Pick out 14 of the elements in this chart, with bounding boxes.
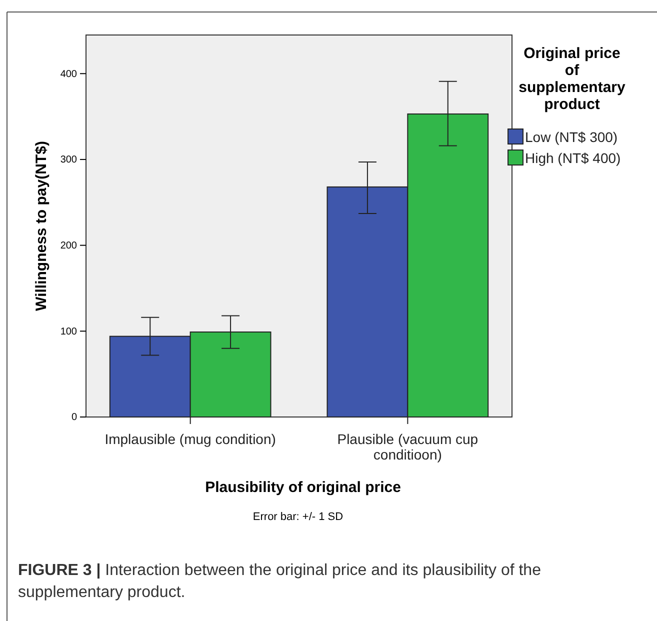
caption: FIGURE 3 | Interaction between the original price and its plausibility of the supplementary product.: [18, 562, 542, 601]
text: Error bar: +/- 1 SD: [252, 511, 344, 523]
legend-title: Original price of supplementary product: [518, 45, 626, 113]
x-tick-label: Plausible (vacuum cup conditioon): [337, 431, 478, 462]
legend-label: High (NT$ 400): [525, 150, 621, 166]
y-tick-label: 300: [60, 154, 78, 166]
y-tick-label: 0: [71, 412, 78, 424]
y-tick-label: 100: [60, 326, 78, 338]
x-axis-title: Plausibility of original price: [205, 479, 401, 496]
legend-label: Low (NT$ 300): [525, 129, 618, 145]
y-axis-title: Willingness to pay(NT$): [33, 141, 50, 311]
x-tick-label: Implausible (mug condition): [104, 431, 276, 447]
y-tick-label: 400: [60, 68, 78, 80]
y-tick-label: 200: [60, 240, 78, 252]
